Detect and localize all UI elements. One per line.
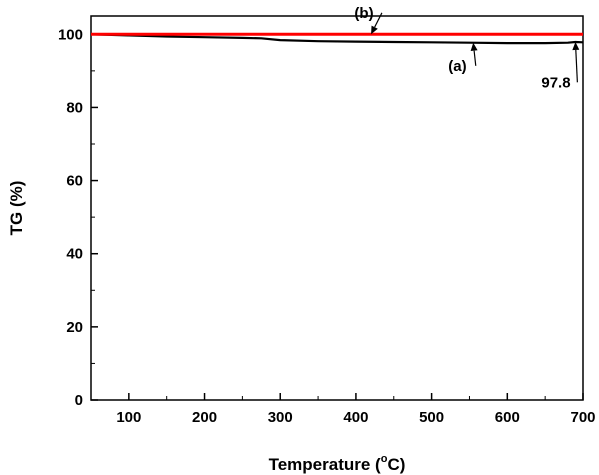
y-axis-ticks: 0 20 40 60 80 100 bbox=[58, 26, 98, 409]
plot-frame bbox=[90, 15, 584, 401]
x-axis-ticks: 100 200 300 400 500 600 700 bbox=[116, 393, 596, 426]
x-tick-label: 400 bbox=[343, 409, 368, 426]
annotation-arrow bbox=[575, 49, 578, 83]
x-tick-label: 100 bbox=[116, 409, 141, 426]
x-tick-label: 700 bbox=[570, 409, 595, 426]
x-tick-label: 300 bbox=[268, 409, 293, 426]
annotation-layer: (b) (a) 97.8 bbox=[354, 5, 580, 91]
y-axis-title: TG (%) bbox=[7, 181, 26, 236]
y-tick-label: 0 bbox=[75, 392, 83, 409]
annotation-arrow bbox=[374, 12, 383, 28]
x-tick-label: 600 bbox=[495, 409, 520, 426]
annotation-arrowhead bbox=[371, 25, 378, 35]
x-axis-title: Temperature (oC) bbox=[269, 453, 406, 474]
x-axis-title-degree: o bbox=[381, 453, 388, 465]
y-tick-label: 20 bbox=[66, 319, 83, 336]
series-layer bbox=[90, 32, 584, 45]
y-tick-label: 80 bbox=[66, 99, 83, 116]
y-tick-label: 100 bbox=[58, 26, 83, 43]
annotation-arrow bbox=[473, 50, 477, 66]
x-tick-label: 200 bbox=[192, 409, 217, 426]
annotation-label: 97.8 bbox=[541, 74, 570, 91]
annotation-label: (a) bbox=[448, 58, 466, 75]
annotation-arrowhead bbox=[470, 42, 478, 52]
annotation-label: (b) bbox=[354, 5, 373, 22]
y-tick-label: 40 bbox=[66, 246, 83, 263]
y-tick-label: 60 bbox=[66, 173, 83, 190]
annotation-arrowhead bbox=[572, 41, 580, 51]
series-line-a bbox=[90, 33, 584, 45]
x-tick-label: 500 bbox=[419, 409, 444, 426]
